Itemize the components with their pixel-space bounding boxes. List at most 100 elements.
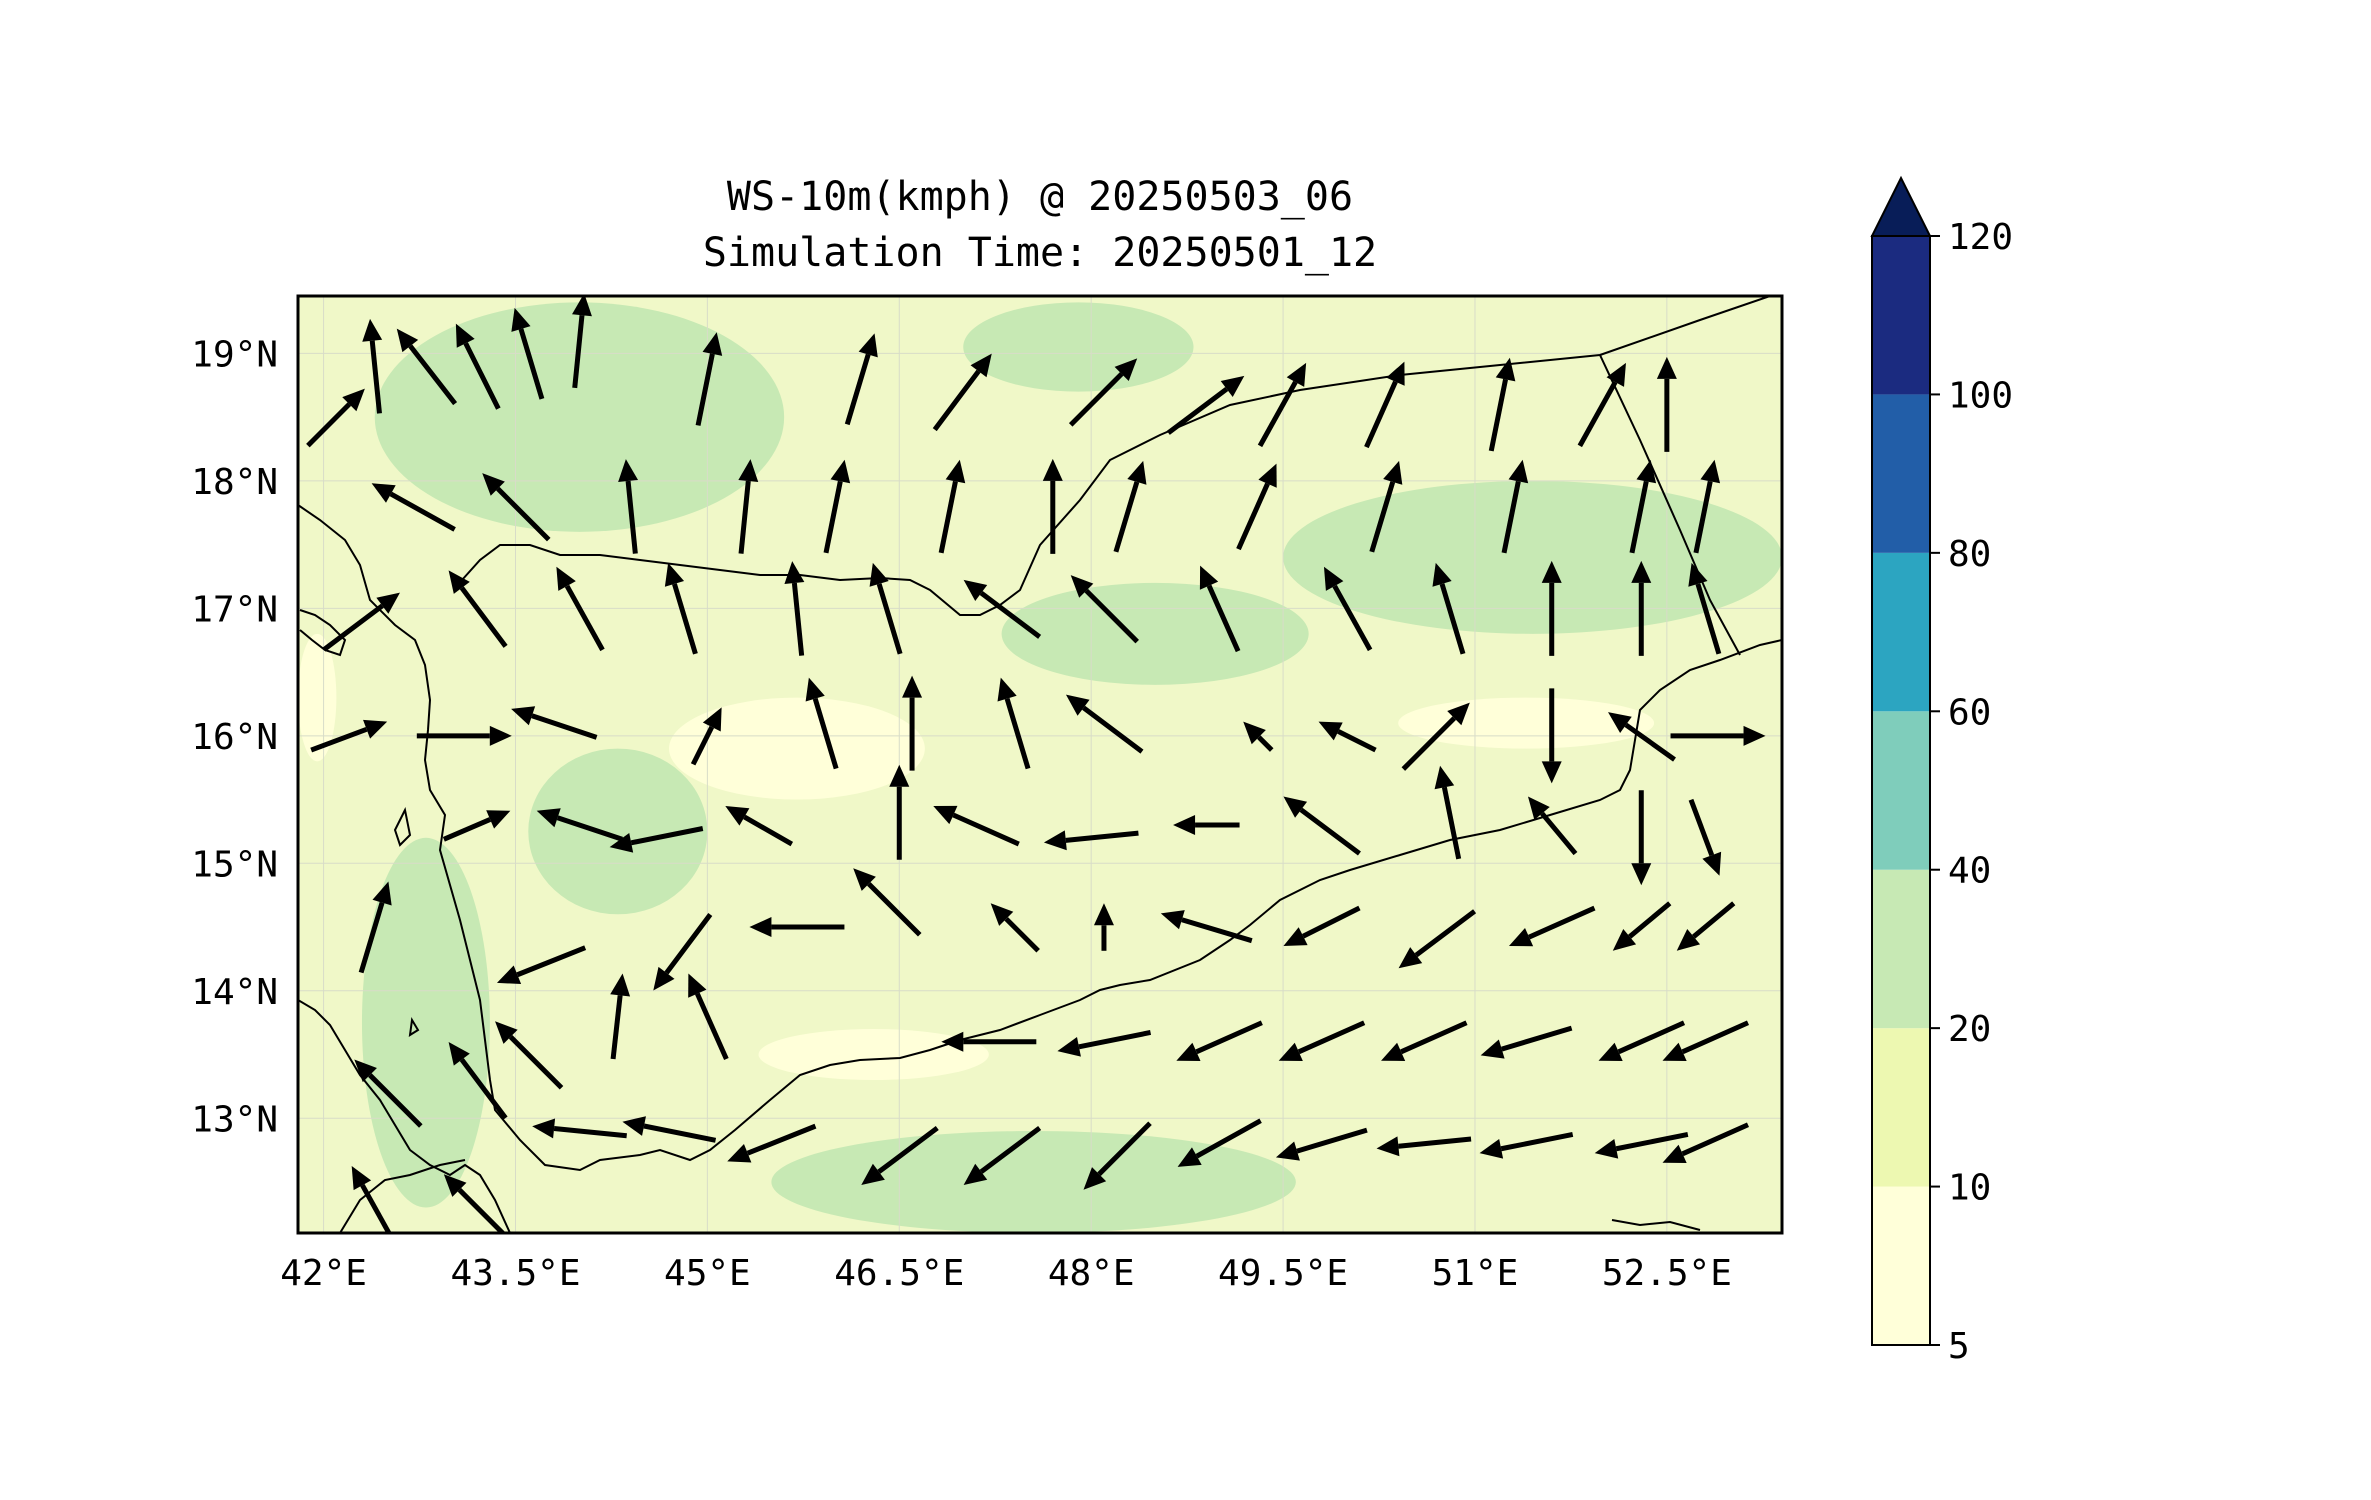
colorbar-segment — [1872, 1186, 1930, 1345]
wind-vector — [448, 570, 508, 648]
wind-vector — [622, 1116, 717, 1143]
colorbar-tick-label: 100 — [1948, 375, 2013, 416]
wind-vector — [310, 719, 388, 753]
wind-vector — [1199, 565, 1241, 653]
wind-vector — [511, 706, 598, 740]
wind-vector — [1093, 903, 1114, 951]
wind-vector — [536, 808, 623, 842]
wind-vector — [727, 1123, 817, 1163]
wind-vector — [997, 677, 1031, 770]
wind-vector — [1432, 562, 1466, 655]
arabian-coastline-west — [298, 504, 1782, 1172]
latitude-tick-label: 14°N — [191, 972, 278, 1013]
map-plot-area — [296, 294, 1784, 1235]
wind-vector — [1541, 560, 1562, 656]
colorbar-extend-arrow — [1870, 175, 1932, 237]
colorbar-tick-label: 80 — [1948, 534, 1991, 575]
wind-vector — [1381, 1020, 1468, 1061]
colorbar-tick-label: 5 — [1948, 1326, 1970, 1367]
wind-vector — [938, 459, 966, 554]
colorbar-segment — [1872, 236, 1930, 395]
wind-vector — [1369, 460, 1403, 553]
colorbar-tick-label: 10 — [1948, 1168, 1991, 1209]
wind-vector — [1065, 694, 1144, 754]
wind-vector — [1398, 909, 1477, 969]
wind-vector — [495, 1021, 564, 1090]
wind-vector — [322, 592, 400, 652]
wind-vector — [1488, 357, 1516, 452]
wind-vector — [354, 1059, 423, 1128]
yemen-oman-border — [1599, 354, 1741, 656]
longitude-tick-label: 45°E — [664, 1253, 751, 1294]
wind-vector — [902, 675, 923, 771]
wind-vector — [1173, 815, 1240, 836]
title-line-2: Simulation Time: 20250501_12 — [703, 230, 1377, 276]
wind-vector — [1662, 1020, 1750, 1061]
latitude-axis: 13°N 14°N 15°N 16°N 17°N 18°N 19°N — [191, 334, 278, 1140]
wind-vector — [1166, 375, 1245, 435]
latitude-tick-label: 18°N — [191, 462, 278, 503]
wind-vector — [610, 973, 631, 1060]
wind-vector — [889, 764, 910, 860]
wind-vector — [869, 562, 903, 655]
colorbar-frame — [1871, 235, 1931, 1346]
wind-vector — [1160, 910, 1253, 944]
wind-vector — [1688, 562, 1722, 655]
wind-vector — [1113, 460, 1147, 553]
coastline-layer — [298, 296, 1782, 1233]
wind-vector — [1541, 688, 1562, 784]
wind-vector — [1508, 905, 1596, 947]
title-line-1: WS-10m(kmph) @ 20250503_06 — [727, 174, 1353, 220]
wind-vector — [358, 881, 392, 974]
wind-speed-zone-20-40 — [963, 302, 1194, 392]
colorbar-tick-label: 60 — [1948, 692, 1991, 733]
longitude-tick-label: 49.5°E — [1218, 1253, 1348, 1294]
saudi-oman-border — [1599, 296, 1771, 356]
zuqar-island — [408, 1017, 420, 1037]
wind-vector — [572, 296, 592, 389]
wind-vector — [784, 561, 805, 656]
wind-vector — [455, 323, 501, 410]
latitude-tick-label: 19°N — [191, 334, 278, 375]
wind-vector — [1631, 560, 1652, 656]
wind-speed-zone-20-40 — [374, 302, 785, 532]
wind-vector — [1693, 459, 1721, 554]
wind-vector — [805, 677, 839, 770]
wind-vector — [1318, 721, 1377, 753]
wind-speed-zone-20-40 — [361, 837, 490, 1208]
wind-vector — [1434, 765, 1462, 860]
wind-speed-zone-5-10 — [758, 1029, 989, 1081]
wind-vector — [688, 973, 729, 1061]
colorbar-tick-label: 120 — [1948, 217, 2013, 258]
wind-vector — [1177, 1118, 1262, 1167]
wind-vector — [990, 903, 1040, 953]
longitude-tick-label: 52.5°E — [1602, 1253, 1732, 1294]
wind-vector — [690, 707, 722, 766]
kamaran-island — [393, 806, 412, 847]
wind-vector — [1656, 356, 1677, 452]
wind-vector — [1676, 901, 1736, 951]
colorbar-tick-label: 20 — [1948, 1009, 1991, 1050]
wind-vector — [1501, 459, 1529, 554]
yemen-saudi-border — [461, 354, 1601, 616]
wind-vector — [448, 1042, 508, 1120]
longitude-tick-label: 48°E — [1048, 1253, 1135, 1294]
wind-vector — [556, 566, 605, 652]
wind-vector — [1283, 796, 1361, 856]
wind-vector — [823, 459, 851, 554]
wind-vector — [1631, 790, 1652, 886]
wind-vector — [532, 1118, 627, 1139]
wind-vector — [725, 806, 794, 847]
longitude-axis: 42°E 43.5°E 45°E 46.5°E 48°E 49.5°E 51°E 52.5°E — [280, 1253, 1732, 1294]
wind-vector — [1662, 1122, 1750, 1163]
wind-vector — [695, 332, 723, 426]
wind-vector — [351, 1165, 392, 1233]
wind-vector — [496, 945, 587, 985]
wind-vector — [1376, 1136, 1472, 1157]
wind-vector — [618, 459, 639, 554]
wind-vector-layer — [306, 296, 1766, 1233]
wind-vector — [664, 562, 698, 655]
wind-vector — [416, 725, 512, 746]
wind-vector — [1688, 798, 1722, 876]
latitude-tick-label: 13°N — [191, 1099, 278, 1140]
